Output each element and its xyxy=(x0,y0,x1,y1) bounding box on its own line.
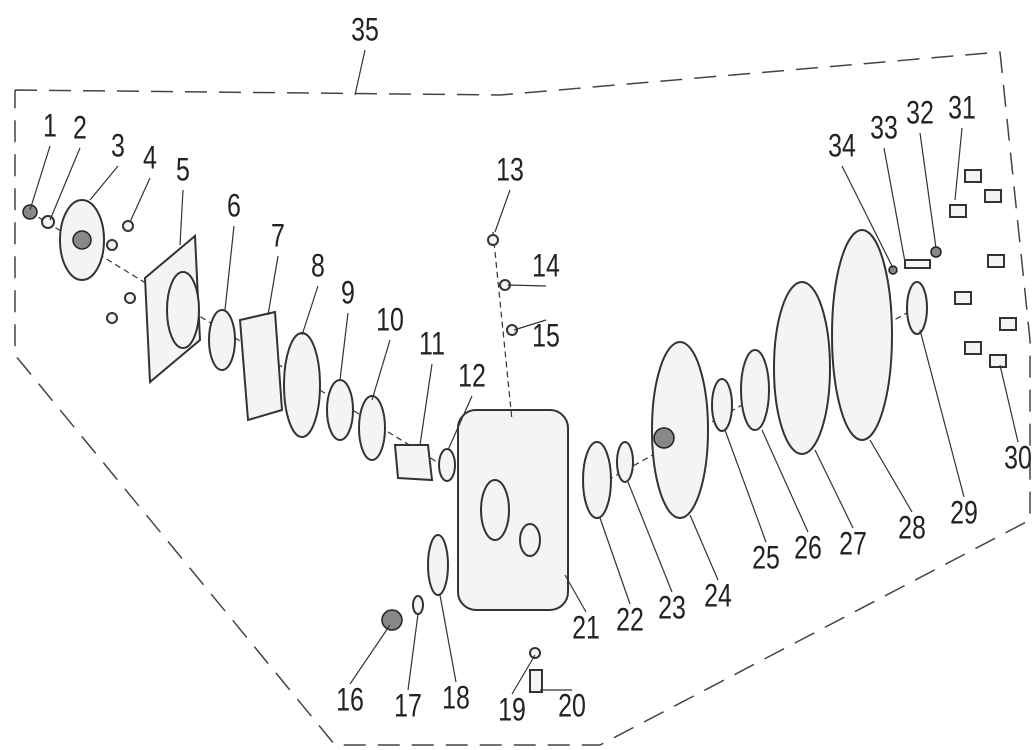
callout-number: 4 xyxy=(143,141,157,177)
leader-line xyxy=(869,439,913,513)
leader-line xyxy=(564,574,587,613)
callout-number: 5 xyxy=(176,153,190,189)
leader-line xyxy=(407,613,419,691)
callout-number: 28 xyxy=(898,511,926,547)
leader-line xyxy=(689,514,719,581)
leader-line xyxy=(224,225,235,311)
leader-line xyxy=(954,127,963,201)
leader-line xyxy=(354,49,366,96)
leader-line xyxy=(301,285,319,336)
callout-number: 16 xyxy=(336,683,364,719)
callout-number: 35 xyxy=(351,13,379,49)
leader-line xyxy=(494,189,511,233)
callout-number: 27 xyxy=(839,527,867,563)
callout-number: 22 xyxy=(616,603,644,639)
leader-line xyxy=(89,165,119,201)
callout-number: 12 xyxy=(458,359,486,395)
leader-line xyxy=(841,165,894,269)
callout-number: 3 xyxy=(111,129,125,165)
leader-line xyxy=(883,147,906,263)
leader-line xyxy=(513,319,547,331)
callout-number: 33 xyxy=(870,111,898,147)
group-outline xyxy=(14,51,1031,746)
leader-line xyxy=(919,329,965,498)
callout-number: 32 xyxy=(906,96,934,132)
callout-number: 24 xyxy=(704,579,732,615)
leader-line xyxy=(447,395,473,451)
leader-line xyxy=(439,594,457,683)
parts xyxy=(22,169,1017,693)
leader-line xyxy=(371,339,391,401)
leader-line xyxy=(919,132,937,249)
callout-number: 20 xyxy=(558,689,586,725)
leader-line xyxy=(339,312,349,381)
callout-number: 7 xyxy=(271,219,285,255)
callout-number: 8 xyxy=(311,249,325,285)
callout-number: 17 xyxy=(394,689,422,725)
callout-number: 25 xyxy=(752,541,780,577)
callout-number: 13 xyxy=(496,153,524,189)
callout-number: 19 xyxy=(498,693,526,729)
leader-line xyxy=(29,145,51,211)
leader-line xyxy=(814,449,854,529)
leader-line xyxy=(511,654,536,695)
callout-number: 30 xyxy=(1004,441,1032,477)
leader-line xyxy=(349,624,391,685)
leader-line xyxy=(129,177,151,223)
leader-line xyxy=(267,255,279,316)
leader-line xyxy=(507,284,547,287)
callout-number: 14 xyxy=(532,249,560,285)
callout-number: 2 xyxy=(73,111,87,147)
leader-line xyxy=(627,481,673,593)
leader-line xyxy=(761,429,809,533)
callout-number: 31 xyxy=(948,91,976,127)
callout-number: 15 xyxy=(532,319,560,355)
callout-number: 26 xyxy=(794,531,822,567)
callout-number: 9 xyxy=(341,276,355,312)
callout-number: 6 xyxy=(227,189,241,225)
callout-number: 11 xyxy=(419,327,445,363)
callout-number: 21 xyxy=(572,611,600,647)
leader-line xyxy=(49,147,81,221)
callout-number: 23 xyxy=(658,591,686,627)
leader-line xyxy=(419,363,433,446)
leader-line xyxy=(599,517,631,605)
leader-line xyxy=(724,429,767,543)
callout-number: 34 xyxy=(828,129,856,165)
callout-number: 10 xyxy=(376,303,404,339)
leader-line xyxy=(999,364,1019,443)
callout-number: 29 xyxy=(950,496,978,532)
leader-line xyxy=(179,189,184,246)
callout-number: 1 xyxy=(43,109,57,145)
callout-number: 18 xyxy=(442,681,470,717)
